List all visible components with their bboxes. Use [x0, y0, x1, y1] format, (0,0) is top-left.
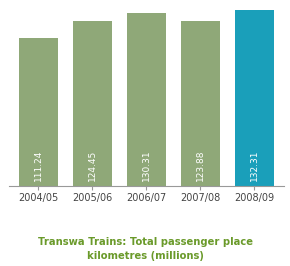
Bar	[235, 10, 274, 186]
Text: 123.88: 123.88	[196, 149, 205, 181]
Bar	[73, 21, 112, 186]
Bar	[19, 38, 58, 186]
Text: Transwa Trains: Total passenger place
kilometres (millions): Transwa Trains: Total passenger place ki…	[37, 238, 253, 261]
Text: 130.31: 130.31	[142, 149, 151, 181]
Text: 111.24: 111.24	[34, 149, 43, 181]
Bar	[127, 13, 166, 186]
Text: 124.45: 124.45	[88, 150, 97, 181]
Text: 132.31: 132.31	[250, 149, 259, 181]
Bar	[181, 22, 220, 186]
